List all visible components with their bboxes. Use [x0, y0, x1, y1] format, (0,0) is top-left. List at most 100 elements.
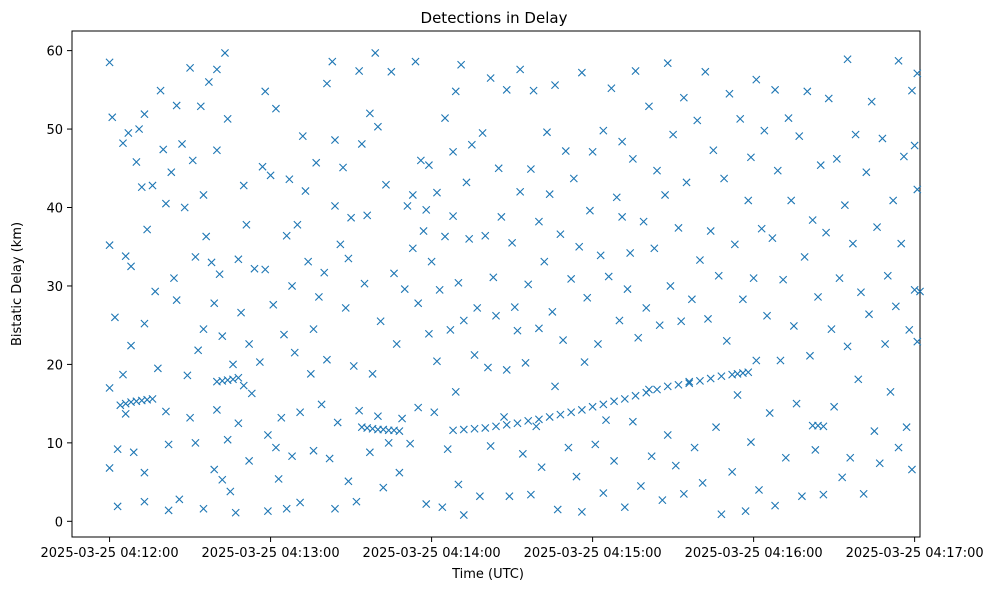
data-point — [706, 227, 715, 236]
data-point — [540, 257, 549, 266]
data-point — [913, 337, 922, 346]
data-point — [381, 180, 390, 189]
data-point — [395, 468, 404, 477]
data-point — [261, 265, 270, 274]
data-point — [121, 399, 130, 408]
data-point — [776, 356, 785, 365]
data-point — [733, 391, 742, 399]
data-point — [271, 443, 280, 452]
data-point — [784, 114, 793, 123]
data-point — [916, 287, 924, 296]
data-point — [202, 232, 211, 241]
data-point — [822, 228, 831, 237]
data-point — [714, 271, 723, 280]
data-point — [502, 420, 511, 429]
data-point — [349, 361, 358, 370]
y-axis-label: Bistatic Delay (km) — [10, 222, 25, 346]
data-point — [910, 141, 919, 150]
data-point — [712, 423, 721, 432]
data-point — [685, 377, 694, 386]
data-point — [459, 425, 468, 434]
data-point — [795, 132, 804, 141]
data-point — [172, 296, 181, 305]
data-point — [312, 158, 321, 167]
data-point — [757, 224, 766, 233]
data-point — [787, 196, 796, 205]
data-point — [347, 213, 356, 222]
data-point — [293, 220, 302, 229]
data-point — [736, 114, 745, 123]
data-point — [502, 85, 511, 94]
data-point — [572, 472, 581, 481]
data-point — [419, 227, 428, 236]
data-point — [121, 252, 130, 261]
data-point — [854, 375, 863, 384]
data-point — [516, 187, 525, 196]
data-point — [763, 311, 772, 320]
data-point — [658, 496, 667, 505]
data-point — [212, 65, 221, 74]
data-point — [218, 475, 227, 484]
data-point — [314, 292, 323, 301]
data-point — [856, 288, 865, 297]
data-point — [843, 55, 852, 64]
data-point — [373, 122, 382, 131]
data-point — [907, 465, 916, 474]
data-point — [534, 415, 543, 424]
data-point — [674, 380, 683, 389]
data-point — [905, 325, 914, 334]
data-point — [602, 416, 611, 425]
data-point — [631, 67, 640, 75]
data-point — [282, 504, 291, 513]
data-point — [124, 128, 133, 137]
data-point — [196, 102, 205, 111]
data-point — [628, 417, 637, 426]
data-point — [140, 468, 149, 477]
data-point — [427, 257, 436, 266]
data-point — [110, 313, 119, 322]
data-point — [663, 59, 672, 68]
data-point — [529, 86, 538, 95]
data-point — [765, 409, 774, 418]
data-point — [631, 391, 640, 400]
data-point — [524, 280, 533, 289]
data-point — [642, 303, 651, 312]
data-point — [526, 490, 535, 499]
data-point — [457, 60, 466, 69]
data-point — [835, 274, 844, 283]
data-point — [357, 139, 366, 148]
data-point — [698, 478, 707, 487]
data-point — [551, 382, 560, 391]
data-point — [486, 442, 495, 450]
data-point — [234, 419, 243, 428]
data-point — [449, 212, 458, 221]
data-point — [376, 317, 385, 326]
data-point — [390, 269, 399, 278]
data-point — [454, 480, 463, 489]
data-point — [647, 452, 656, 461]
data-point — [717, 510, 726, 519]
data-point — [481, 231, 490, 240]
data-point — [274, 474, 283, 483]
x-tick-label: 2025-03-25 04:17:00 — [846, 546, 984, 561]
data-point — [164, 506, 173, 515]
data-point — [559, 336, 568, 345]
data-point — [172, 101, 181, 110]
data-point — [526, 165, 535, 174]
data-point — [355, 406, 364, 415]
data-point — [129, 448, 138, 457]
chart-title: Detections in Delay — [421, 9, 568, 27]
data-point — [352, 497, 361, 506]
data-point — [330, 504, 339, 513]
data-point — [803, 87, 812, 96]
data-point — [371, 48, 380, 57]
data-point — [607, 84, 616, 93]
data-point — [814, 292, 823, 301]
data-point — [411, 57, 420, 66]
data-point — [384, 438, 393, 447]
data-point — [610, 456, 619, 465]
data-point — [135, 125, 144, 134]
data-point — [414, 403, 423, 412]
data-point — [779, 275, 788, 284]
